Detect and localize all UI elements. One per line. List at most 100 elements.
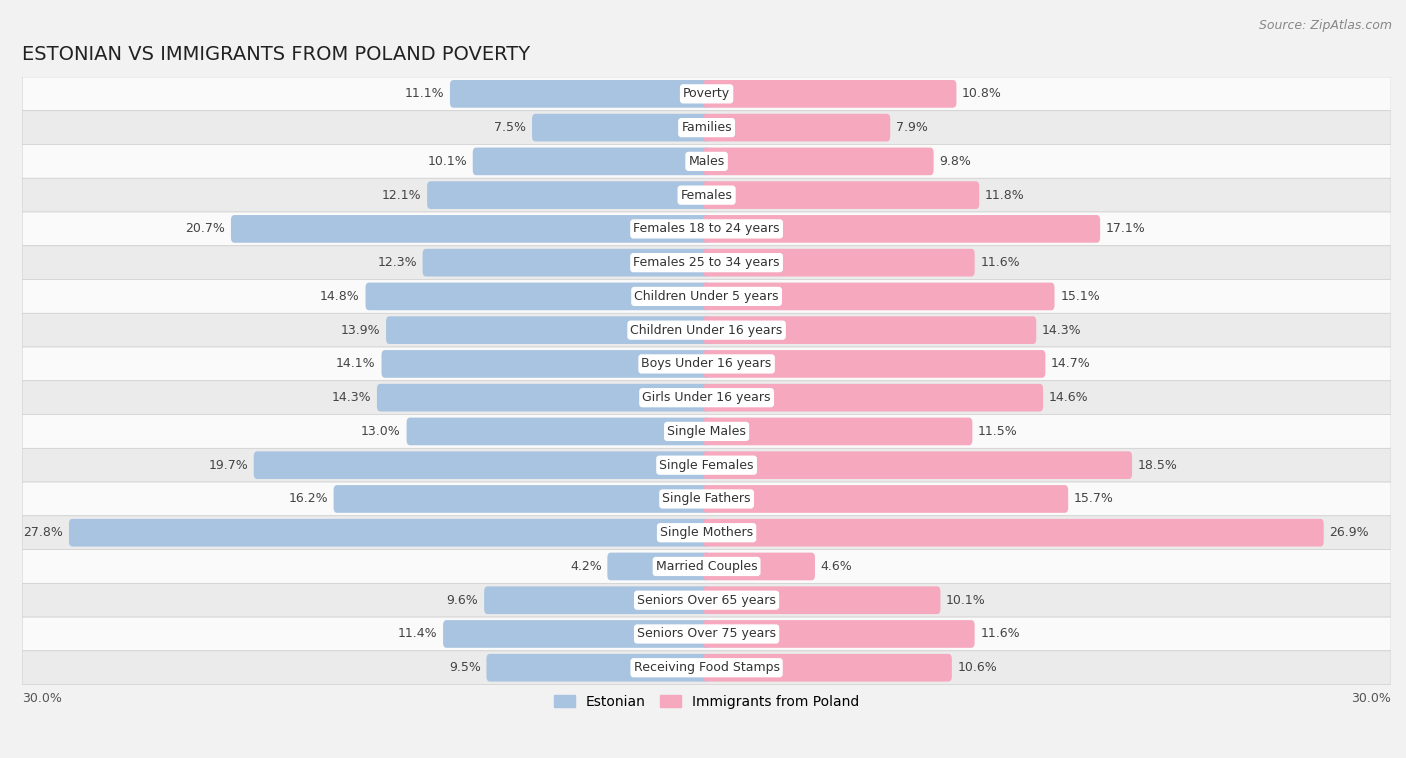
Text: 4.6%: 4.6% (821, 560, 852, 573)
FancyBboxPatch shape (381, 350, 710, 377)
FancyBboxPatch shape (22, 313, 1391, 347)
FancyBboxPatch shape (703, 350, 1046, 377)
Text: 12.1%: 12.1% (382, 189, 422, 202)
Text: 14.3%: 14.3% (1042, 324, 1081, 337)
Text: 7.9%: 7.9% (896, 121, 928, 134)
FancyBboxPatch shape (703, 553, 815, 581)
Text: 14.6%: 14.6% (1049, 391, 1088, 404)
Text: 10.6%: 10.6% (957, 661, 997, 674)
FancyBboxPatch shape (22, 550, 1391, 584)
FancyBboxPatch shape (703, 283, 1054, 310)
Text: Poverty: Poverty (683, 87, 730, 100)
Text: 12.3%: 12.3% (377, 256, 416, 269)
Text: Receiving Food Stamps: Receiving Food Stamps (634, 661, 779, 674)
FancyBboxPatch shape (22, 77, 1391, 111)
Text: 11.8%: 11.8% (986, 189, 1025, 202)
FancyBboxPatch shape (22, 617, 1391, 651)
FancyBboxPatch shape (22, 381, 1391, 415)
Text: 27.8%: 27.8% (24, 526, 63, 539)
Text: 11.4%: 11.4% (398, 628, 437, 641)
Text: Females 25 to 34 years: Females 25 to 34 years (633, 256, 780, 269)
FancyBboxPatch shape (531, 114, 710, 142)
Text: Females: Females (681, 189, 733, 202)
FancyBboxPatch shape (22, 415, 1391, 448)
Text: 10.8%: 10.8% (962, 87, 1002, 100)
FancyBboxPatch shape (377, 384, 710, 412)
Text: 30.0%: 30.0% (1351, 692, 1391, 705)
FancyBboxPatch shape (472, 148, 710, 175)
FancyBboxPatch shape (22, 246, 1391, 280)
Text: Single Females: Single Females (659, 459, 754, 471)
FancyBboxPatch shape (22, 651, 1391, 684)
FancyBboxPatch shape (486, 654, 710, 681)
FancyBboxPatch shape (231, 215, 710, 243)
FancyBboxPatch shape (703, 620, 974, 648)
Text: 17.1%: 17.1% (1107, 222, 1146, 236)
Text: Families: Families (682, 121, 733, 134)
Text: Source: ZipAtlas.com: Source: ZipAtlas.com (1258, 19, 1392, 32)
Text: 20.7%: 20.7% (186, 222, 225, 236)
FancyBboxPatch shape (366, 283, 710, 310)
Text: Children Under 5 years: Children Under 5 years (634, 290, 779, 303)
FancyBboxPatch shape (703, 114, 890, 142)
Text: Single Fathers: Single Fathers (662, 493, 751, 506)
FancyBboxPatch shape (22, 212, 1391, 246)
Text: 30.0%: 30.0% (22, 692, 62, 705)
FancyBboxPatch shape (22, 347, 1391, 381)
FancyBboxPatch shape (22, 145, 1391, 178)
Text: 26.9%: 26.9% (1330, 526, 1369, 539)
Text: 14.8%: 14.8% (321, 290, 360, 303)
Text: Single Mothers: Single Mothers (659, 526, 754, 539)
FancyBboxPatch shape (22, 280, 1391, 313)
Text: 11.5%: 11.5% (979, 425, 1018, 438)
Text: 19.7%: 19.7% (208, 459, 247, 471)
FancyBboxPatch shape (22, 516, 1391, 550)
Text: 9.5%: 9.5% (449, 661, 481, 674)
Text: 14.1%: 14.1% (336, 358, 375, 371)
FancyBboxPatch shape (703, 587, 941, 614)
Text: 9.8%: 9.8% (939, 155, 972, 168)
FancyBboxPatch shape (253, 451, 710, 479)
FancyBboxPatch shape (22, 584, 1391, 617)
Text: Single Males: Single Males (668, 425, 747, 438)
Text: Females 18 to 24 years: Females 18 to 24 years (633, 222, 780, 236)
FancyBboxPatch shape (22, 482, 1391, 516)
FancyBboxPatch shape (387, 316, 710, 344)
FancyBboxPatch shape (703, 519, 1323, 547)
Text: 13.9%: 13.9% (340, 324, 381, 337)
Text: 14.7%: 14.7% (1052, 358, 1091, 371)
Text: Girls Under 16 years: Girls Under 16 years (643, 391, 770, 404)
FancyBboxPatch shape (703, 148, 934, 175)
FancyBboxPatch shape (703, 249, 974, 277)
FancyBboxPatch shape (443, 620, 710, 648)
FancyBboxPatch shape (703, 215, 1099, 243)
FancyBboxPatch shape (484, 587, 710, 614)
Text: 15.1%: 15.1% (1060, 290, 1099, 303)
Text: 4.2%: 4.2% (569, 560, 602, 573)
Text: 9.6%: 9.6% (447, 594, 478, 606)
Text: 10.1%: 10.1% (946, 594, 986, 606)
FancyBboxPatch shape (703, 451, 1132, 479)
Legend: Estonian, Immigrants from Poland: Estonian, Immigrants from Poland (548, 689, 865, 714)
FancyBboxPatch shape (423, 249, 710, 277)
FancyBboxPatch shape (450, 80, 710, 108)
Text: 18.5%: 18.5% (1137, 459, 1178, 471)
FancyBboxPatch shape (22, 448, 1391, 482)
FancyBboxPatch shape (406, 418, 710, 445)
Text: Boys Under 16 years: Boys Under 16 years (641, 358, 772, 371)
FancyBboxPatch shape (607, 553, 710, 581)
FancyBboxPatch shape (333, 485, 710, 512)
Text: 14.3%: 14.3% (332, 391, 371, 404)
FancyBboxPatch shape (427, 181, 710, 209)
Text: 10.1%: 10.1% (427, 155, 467, 168)
Text: Seniors Over 75 years: Seniors Over 75 years (637, 628, 776, 641)
FancyBboxPatch shape (703, 316, 1036, 344)
Text: 11.1%: 11.1% (405, 87, 444, 100)
FancyBboxPatch shape (703, 384, 1043, 412)
Text: 7.5%: 7.5% (495, 121, 526, 134)
FancyBboxPatch shape (703, 181, 979, 209)
Text: Males: Males (689, 155, 724, 168)
FancyBboxPatch shape (22, 111, 1391, 145)
Text: Married Couples: Married Couples (655, 560, 758, 573)
Text: 13.0%: 13.0% (361, 425, 401, 438)
